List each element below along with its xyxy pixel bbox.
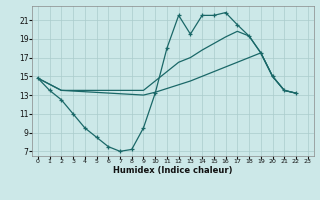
X-axis label: Humidex (Indice chaleur): Humidex (Indice chaleur) <box>113 166 233 175</box>
